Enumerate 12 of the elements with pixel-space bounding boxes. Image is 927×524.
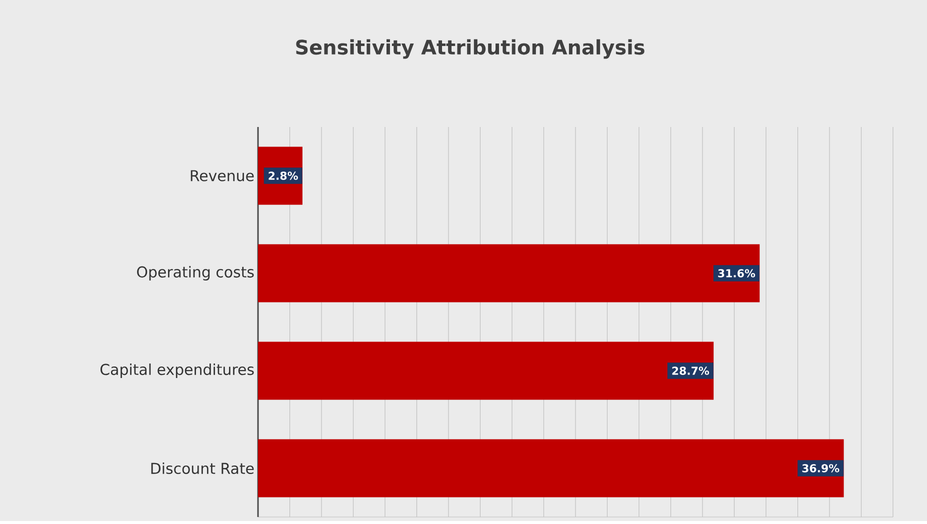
bar — [258, 342, 714, 400]
bar — [258, 244, 760, 302]
y-tick-label: Capital expenditures — [100, 364, 254, 378]
y-tick-label: Operating costs — [137, 266, 254, 281]
y-tick-label: Revenue — [190, 170, 254, 182]
y-tick-label: Discount Rate — [151, 462, 254, 474]
chart-title: Sensitivity Attribution Analysis — [296, 39, 644, 59]
data-label: 36.9% — [802, 464, 840, 472]
bar — [258, 439, 844, 498]
data-label: 28.7% — [672, 366, 710, 375]
data-label: 31.6% — [718, 269, 756, 278]
data-label: 2.8% — [268, 172, 298, 180]
